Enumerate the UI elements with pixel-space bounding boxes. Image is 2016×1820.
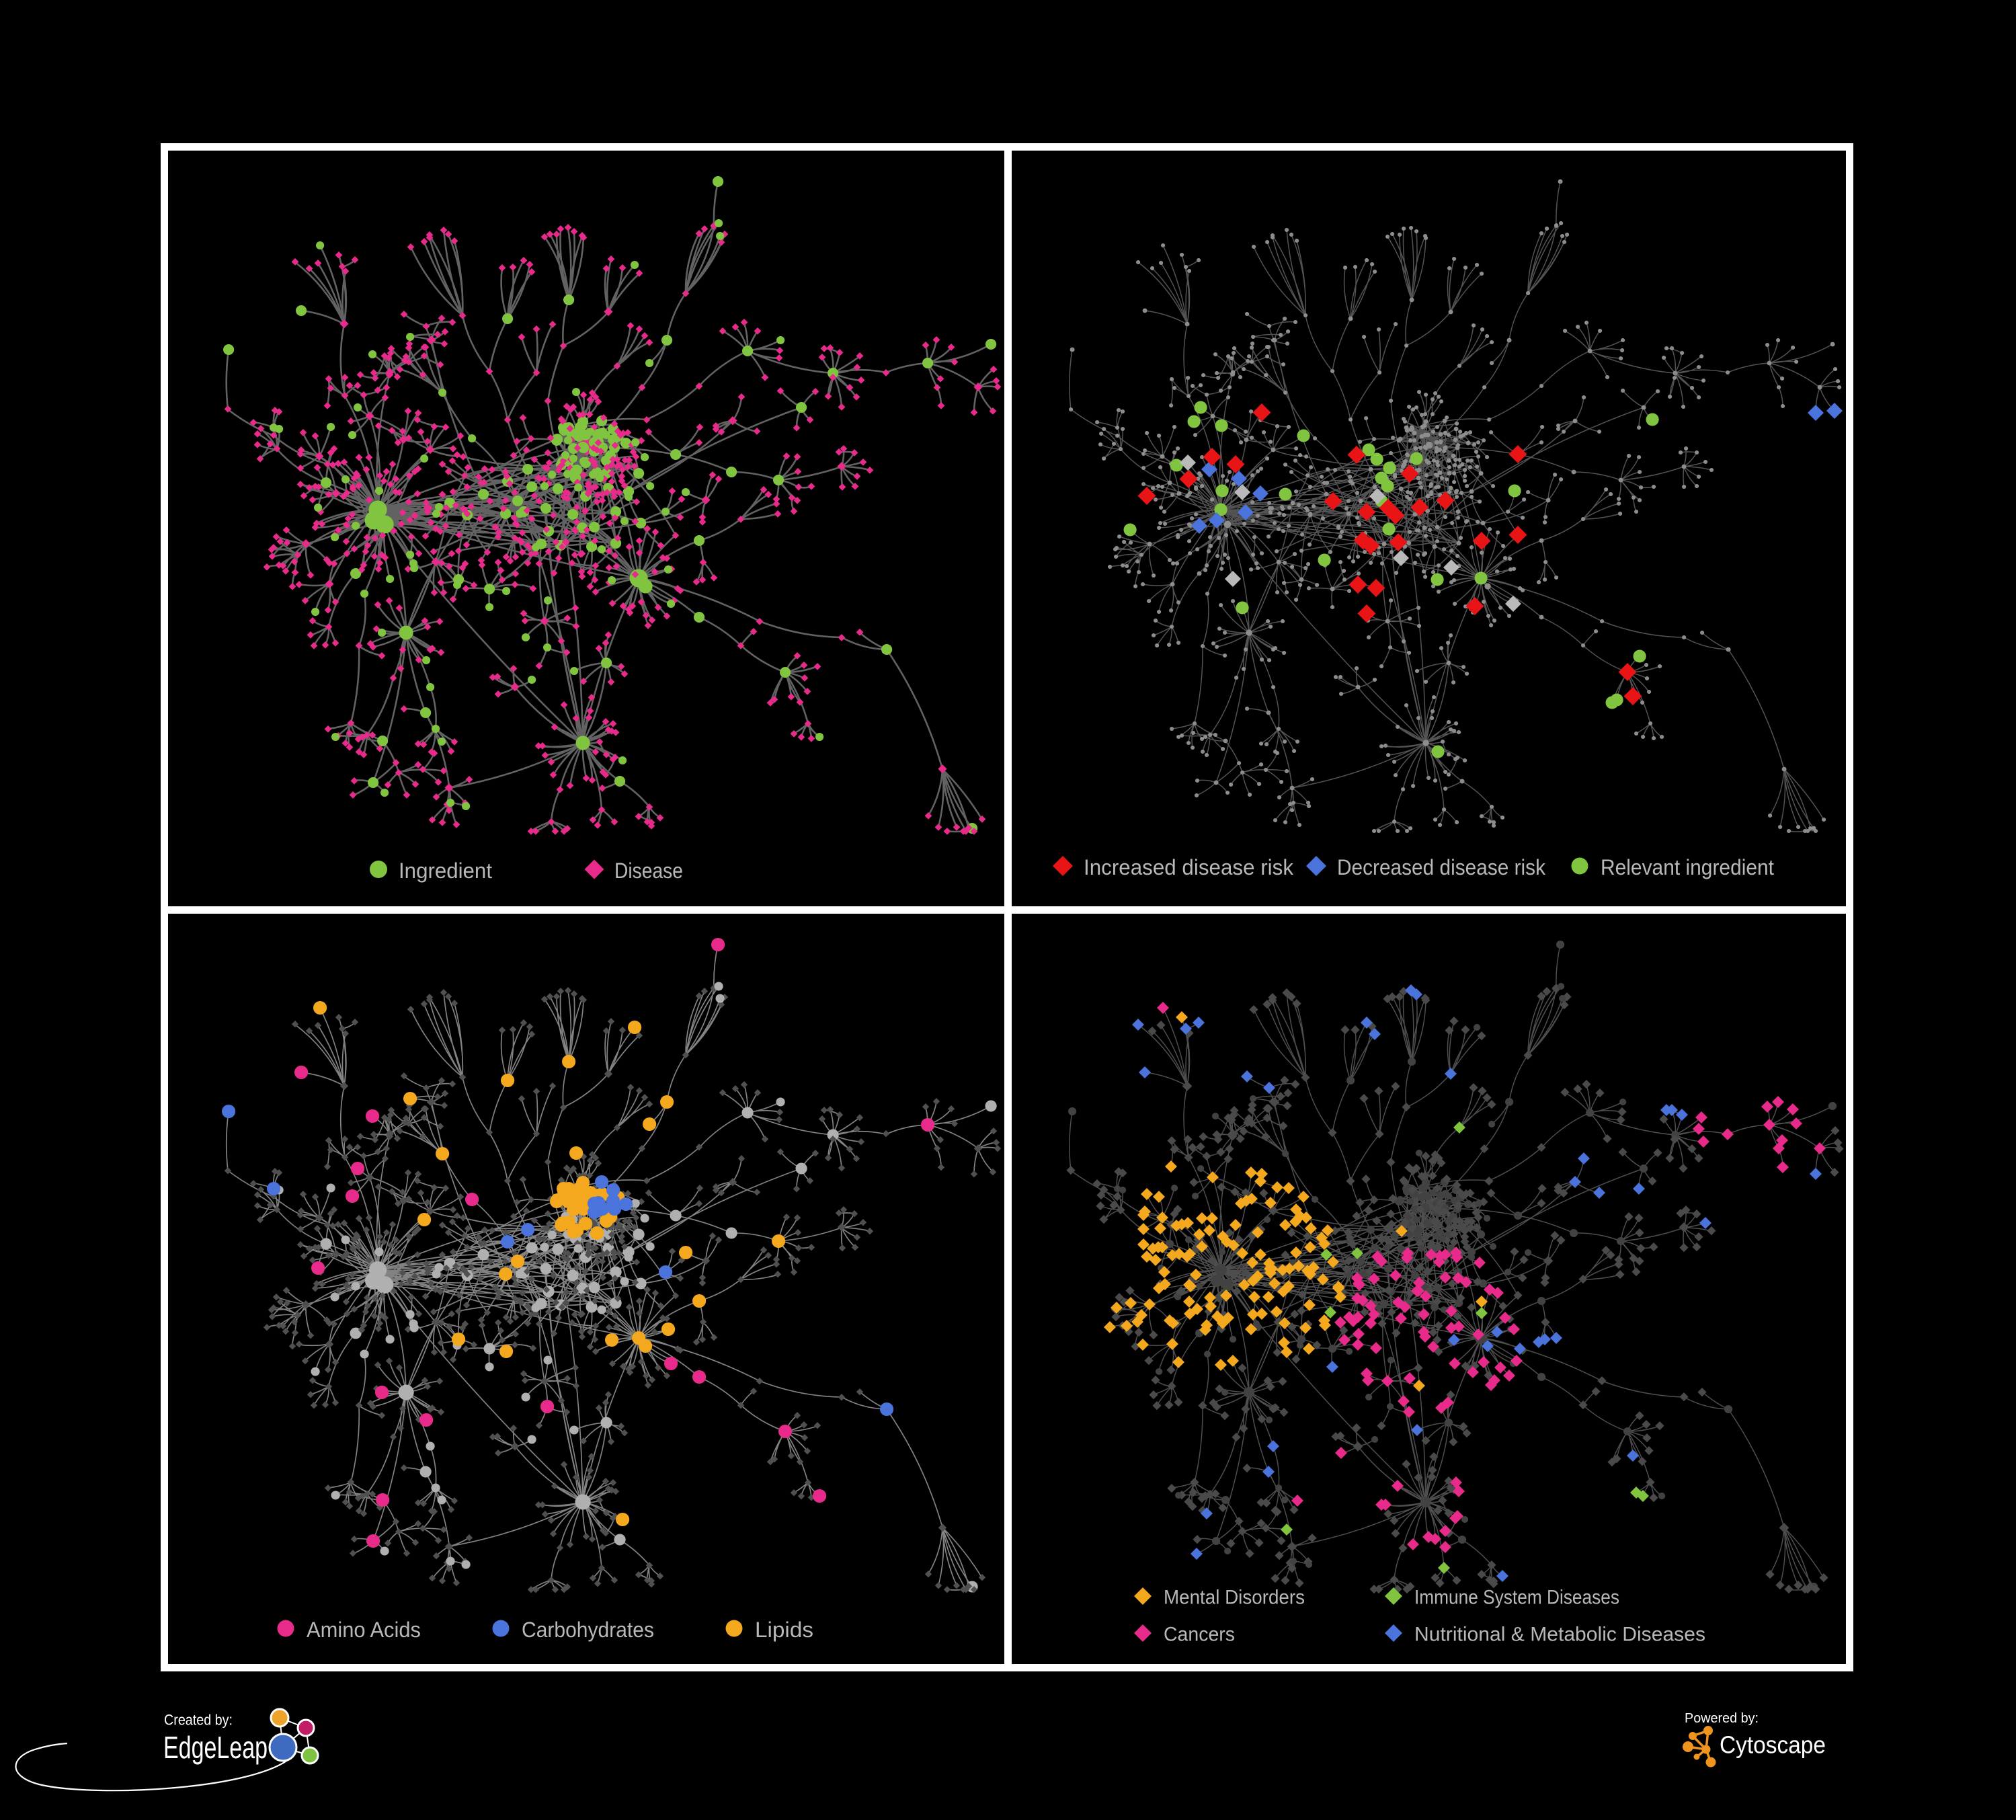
svg-text:Nutritional & Metabolic Diseas: Nutritional & Metabolic Diseases (1414, 1624, 1705, 1646)
svg-text:Lipids: Lipids (755, 1618, 813, 1642)
svg-text:Carbohydrates: Carbohydrates (522, 1618, 654, 1642)
svg-text:Powered by:: Powered by: (1685, 1711, 1759, 1726)
svg-text:Cytoscape: Cytoscape (1720, 1731, 1826, 1759)
svg-text:Disease: Disease (614, 859, 683, 883)
svg-text:Relevant ingredient: Relevant ingredient (1601, 855, 1774, 879)
svg-text:Immune System Diseases: Immune System Diseases (1414, 1587, 1619, 1609)
svg-text:Cancers: Cancers (1164, 1624, 1235, 1646)
svg-text:Ingredient: Ingredient (399, 859, 492, 883)
svg-text:Decreased disease risk: Decreased disease risk (1337, 855, 1546, 879)
svg-text:EdgeLeap: EdgeLeap (163, 1730, 268, 1765)
svg-text:Mental Disorders: Mental Disorders (1164, 1587, 1305, 1609)
svg-text:Increased disease risk: Increased disease risk (1084, 855, 1294, 879)
svg-text:Created by:: Created by: (164, 1712, 233, 1729)
svg-text:Amino Acids: Amino Acids (307, 1618, 421, 1642)
